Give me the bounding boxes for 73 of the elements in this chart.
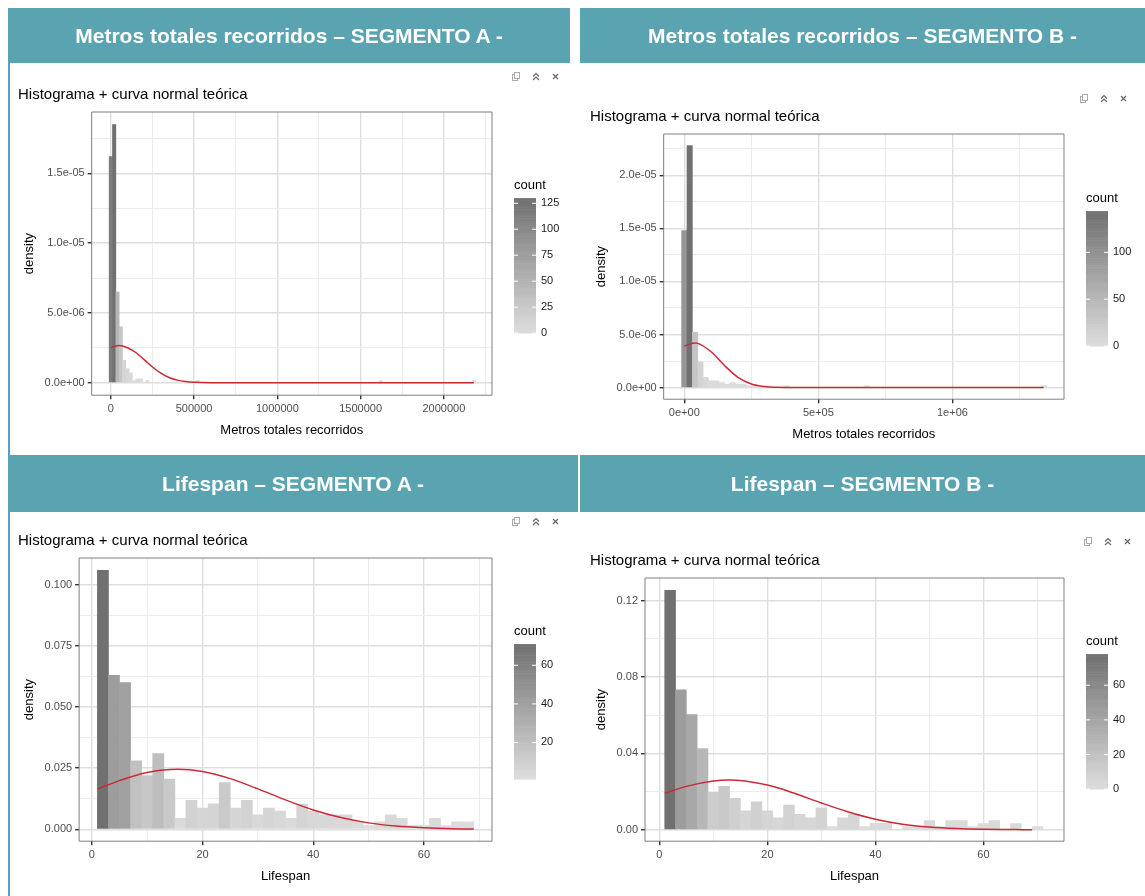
y-tick-label: 0.00: [616, 822, 639, 835]
color-bar-label: 0: [1113, 782, 1120, 795]
y-tick-label: 0.025: [44, 761, 73, 774]
color-bar-label: 60: [541, 658, 554, 671]
color-bar-title: count: [514, 623, 547, 639]
color-bar-label: 125: [541, 196, 560, 209]
color-bar-label: 100: [541, 222, 560, 235]
x-tick-label: 500000: [175, 401, 213, 414]
line-series: [683, 342, 1045, 389]
y-axis-title: density: [593, 245, 609, 288]
chart-title: Lifespan – SEGMENTO A -: [8, 455, 578, 512]
chart-subtitle: Histograma + curva normal teórica: [590, 107, 821, 125]
x-axis-title: Lifespan: [829, 867, 880, 883]
x-tick-label: 20: [196, 847, 209, 860]
chart-subtitle: Histograma + curva normal teórica: [18, 531, 249, 549]
chart-subtitle: Histograma + curva normal teórica: [18, 85, 249, 103]
y-axis-title: density: [21, 678, 37, 721]
chart-subtitle: Histograma + curva normal teórica: [590, 551, 821, 569]
x-tick-label: 0: [88, 847, 95, 860]
x-tick-label: 60: [977, 847, 990, 860]
x-axis-title: Lifespan: [260, 867, 311, 883]
color-bar-label: 40: [541, 696, 554, 709]
color-bar-title: count: [514, 177, 547, 193]
y-tick-label: 1.0e-05: [619, 274, 657, 287]
color-bar-label: 20: [1113, 747, 1126, 760]
x-tick-label: 1e+06: [937, 405, 968, 418]
y-tick-label: 0.075: [44, 639, 73, 651]
color-bar-label: 40: [1113, 712, 1126, 725]
y-tick-label: 0.000: [44, 822, 73, 835]
x-tick-label: 1500000: [339, 401, 383, 414]
chart-title: Metros totales recorridos – SEGMENTO B -: [580, 8, 1145, 63]
color-bar-label: 60: [1113, 678, 1126, 691]
y-tick-label: 0.050: [44, 700, 73, 713]
color-bar-label: 0: [1113, 339, 1120, 352]
y-tick-label: 1.5e-05: [47, 166, 85, 179]
color-bar-label: 50: [541, 274, 554, 287]
y-tick-label: 0.0e+00: [616, 380, 657, 393]
y-tick-label: 1.0e-05: [47, 236, 85, 249]
color-bar-title: count: [1086, 633, 1119, 649]
chart-title: Metros totales recorridos – SEGMENTO A -: [8, 8, 570, 63]
x-tick-label: 5e+05: [802, 405, 834, 418]
x-tick-label: 0: [107, 401, 114, 414]
y-tick-label: 0.04: [616, 746, 639, 759]
color-bar-label: 50: [1113, 292, 1126, 305]
color-bar-label: 100: [1113, 245, 1132, 258]
line-series: [110, 344, 475, 384]
x-axis-title: Metros totales recorridos: [792, 425, 936, 441]
y-tick-label: 0.0e+00: [44, 375, 85, 388]
y-tick-label: 0.100: [44, 577, 73, 590]
y-tick-label: 0.08: [616, 669, 639, 682]
color-bar-label: 20: [541, 735, 554, 748]
y-tick-label: 2.0e-05: [619, 168, 657, 181]
x-tick-label: 20: [761, 847, 774, 860]
y-tick-label: 5.0e-06: [619, 327, 657, 340]
color-bar-label: 75: [541, 248, 554, 261]
color-bar-label: 0: [541, 326, 548, 339]
y-tick-label: 1.5e-05: [619, 221, 657, 234]
y-tick-label: 0.12: [616, 593, 639, 606]
x-tick-label: 40: [869, 847, 882, 860]
x-tick-label: 1000000: [255, 401, 299, 414]
color-bar-title: count: [1086, 190, 1119, 206]
x-tick-label: 60: [417, 847, 431, 860]
chart-title: Lifespan – SEGMENTO B -: [580, 455, 1145, 512]
y-axis-title: density: [593, 688, 609, 731]
y-tick-label: 5.0e-06: [47, 305, 85, 318]
x-axis-title: Metros totales recorridos: [220, 421, 364, 437]
x-tick-label: 0: [656, 847, 663, 860]
x-tick-label: 2000000: [422, 401, 466, 414]
line-series: [96, 768, 475, 830]
y-axis-title: density: [21, 232, 37, 275]
color-bar-label: 25: [541, 300, 554, 313]
x-tick-label: 0e+00: [668, 405, 700, 418]
x-tick-label: 40: [307, 847, 320, 860]
